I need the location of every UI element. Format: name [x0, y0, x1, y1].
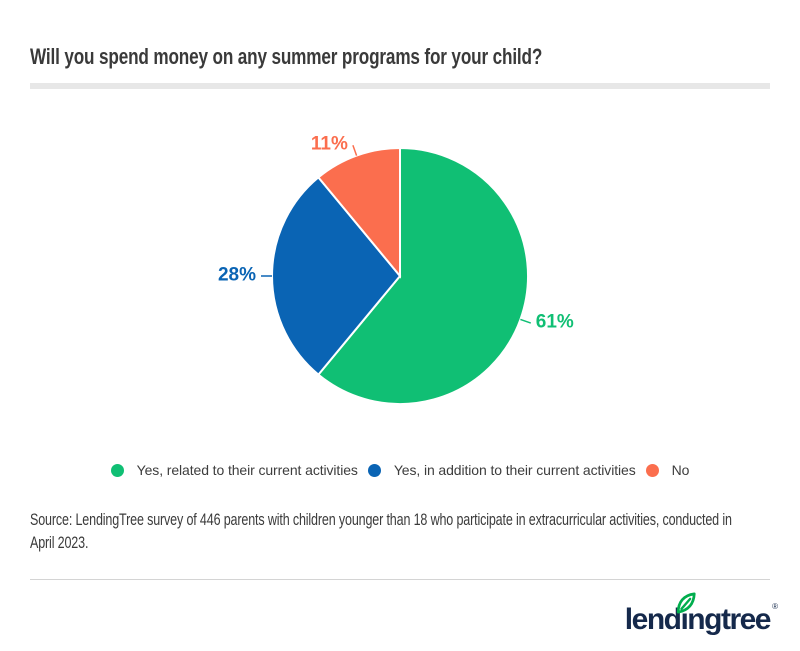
legend-item[interactable]: Yes, related to their current activities: [110, 462, 358, 478]
source-line-2: April 2023.: [30, 534, 89, 552]
legend-marker-dot: [367, 463, 381, 477]
source-note: Source: LendingTree survey of 446 parent…: [30, 509, 732, 555]
lendingtree-logo: lendıngtree ®: [624, 592, 778, 642]
source-line-1: Source: LendingTree survey of 446 parent…: [30, 511, 732, 529]
registered-mark: ®: [772, 602, 778, 611]
legend-marker-dot: [645, 463, 659, 477]
pie-slice[interactable]: [316, 146, 529, 405]
pie-label-connector: [352, 144, 358, 156]
legend-item-label: Yes, related to their current activities: [136, 462, 358, 478]
pie-slice-label: 61%: [536, 312, 574, 333]
logo-text: lendıngtree: [624, 603, 772, 636]
legend-item[interactable]: No: [645, 462, 690, 478]
leaf-icon: [676, 592, 696, 614]
pie-slice-label: 28%: [218, 265, 256, 286]
footer-divider: [30, 579, 770, 580]
pie-slice-label: 11%: [311, 134, 348, 155]
pie-chart-svg: 61% 28% 11%: [218, 134, 574, 405]
legend-item-label: Yes, in addition to their current activi…: [393, 462, 636, 478]
pie-label-connector: [520, 318, 532, 324]
legend-item-label: No: [671, 462, 690, 478]
pie-slice[interactable]: [271, 175, 402, 377]
legend-item[interactable]: Yes, in addition to their current activi…: [367, 462, 636, 478]
legend-marker-dot: [110, 463, 124, 477]
chart-legend: Yes, related to their current activities…: [0, 456, 800, 484]
chart-title: Will you spend money on any summer progr…: [30, 44, 543, 69]
title-divider: [30, 83, 770, 89]
